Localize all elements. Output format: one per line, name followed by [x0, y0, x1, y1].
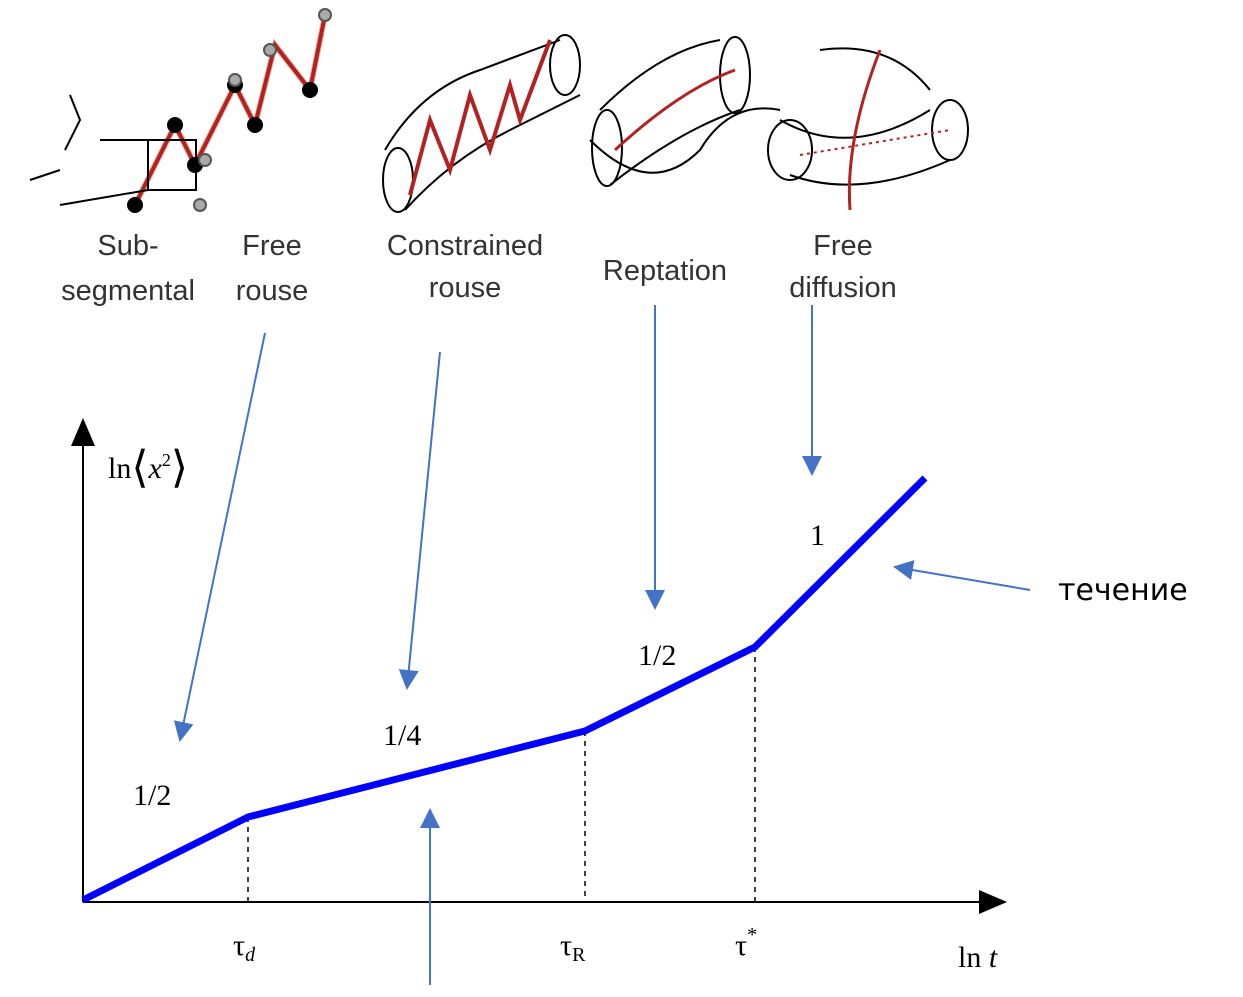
regime-label: rouse [236, 275, 309, 307]
slope-label: 1/2 [133, 779, 171, 812]
slope-label: 1/4 [383, 719, 421, 752]
annotation: течение [1058, 573, 1188, 608]
msd-curve [83, 478, 925, 900]
x-axis-label: ln t [958, 941, 998, 974]
slope-label: 1 [810, 519, 825, 552]
regime-label: Sub- [97, 230, 158, 262]
regime-label: Free [813, 230, 873, 262]
y-axis-label: ln⟨x2⟩ [108, 443, 188, 492]
tick-label: τ* [735, 924, 757, 962]
regime-label: Reptation [603, 255, 727, 287]
tick-label: τd [233, 929, 256, 966]
tick-label: τR [560, 929, 586, 966]
regime-label: Constrained [387, 230, 543, 262]
slope-label: 1/2 [638, 639, 676, 672]
regime-label: rouse [429, 272, 502, 304]
regime-labels: Sub-segmental Free rouse Constrained rouse Re… [61, 230, 897, 307]
regime-label: Free [242, 230, 302, 262]
regime-label: segmental [61, 275, 195, 307]
regime-label: diffusion [789, 272, 897, 304]
illustrations [30, 9, 968, 212]
pointer-arrows [180, 305, 1030, 985]
diagram: Sub-segmental Free rouse Constrained rouse Re… [0, 0, 1243, 997]
